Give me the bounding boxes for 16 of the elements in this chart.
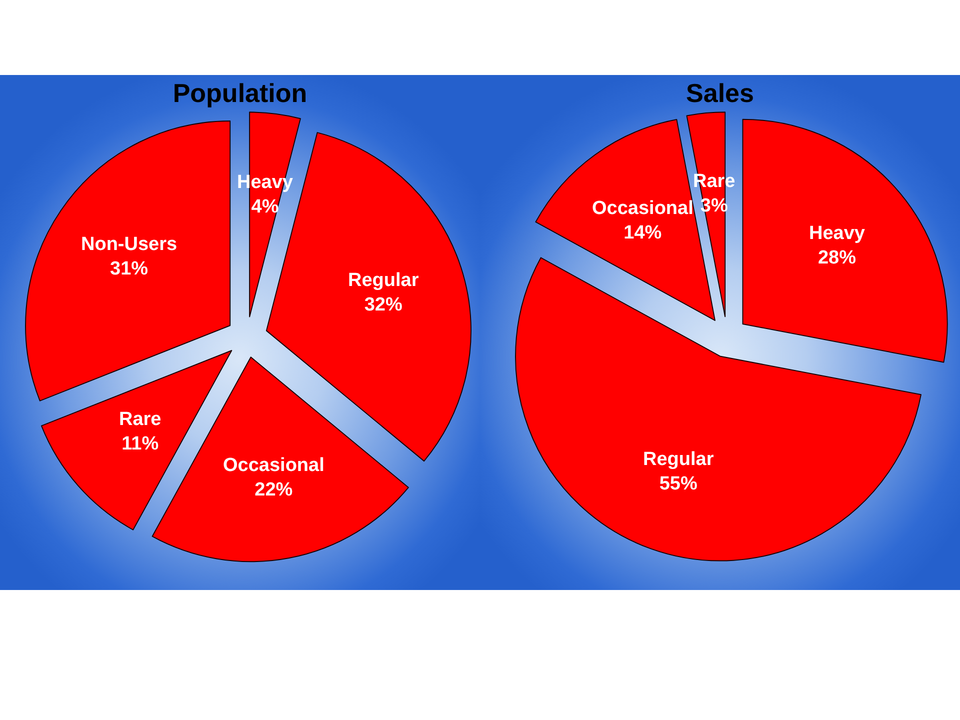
slice-label: Heavy bbox=[809, 223, 866, 244]
slice-label: Rare bbox=[119, 409, 162, 430]
data-label: 28% bbox=[818, 248, 856, 269]
chart-title: Population bbox=[172, 78, 308, 108]
data-label: 22% bbox=[254, 480, 293, 501]
slice-label: Non-Users bbox=[81, 234, 178, 255]
slice-label: Occasional bbox=[592, 198, 694, 219]
data-label: 14% bbox=[624, 222, 662, 244]
slice-label: Regular bbox=[643, 449, 714, 470]
data-label: 11% bbox=[122, 434, 159, 455]
chart-title: Sales bbox=[686, 78, 754, 108]
data-label: 55% bbox=[659, 474, 698, 495]
data-label: 32% bbox=[364, 294, 402, 316]
slice-label: Regular bbox=[348, 270, 420, 291]
data-label: 31% bbox=[110, 258, 148, 280]
slice-label: Occasional bbox=[223, 455, 324, 476]
